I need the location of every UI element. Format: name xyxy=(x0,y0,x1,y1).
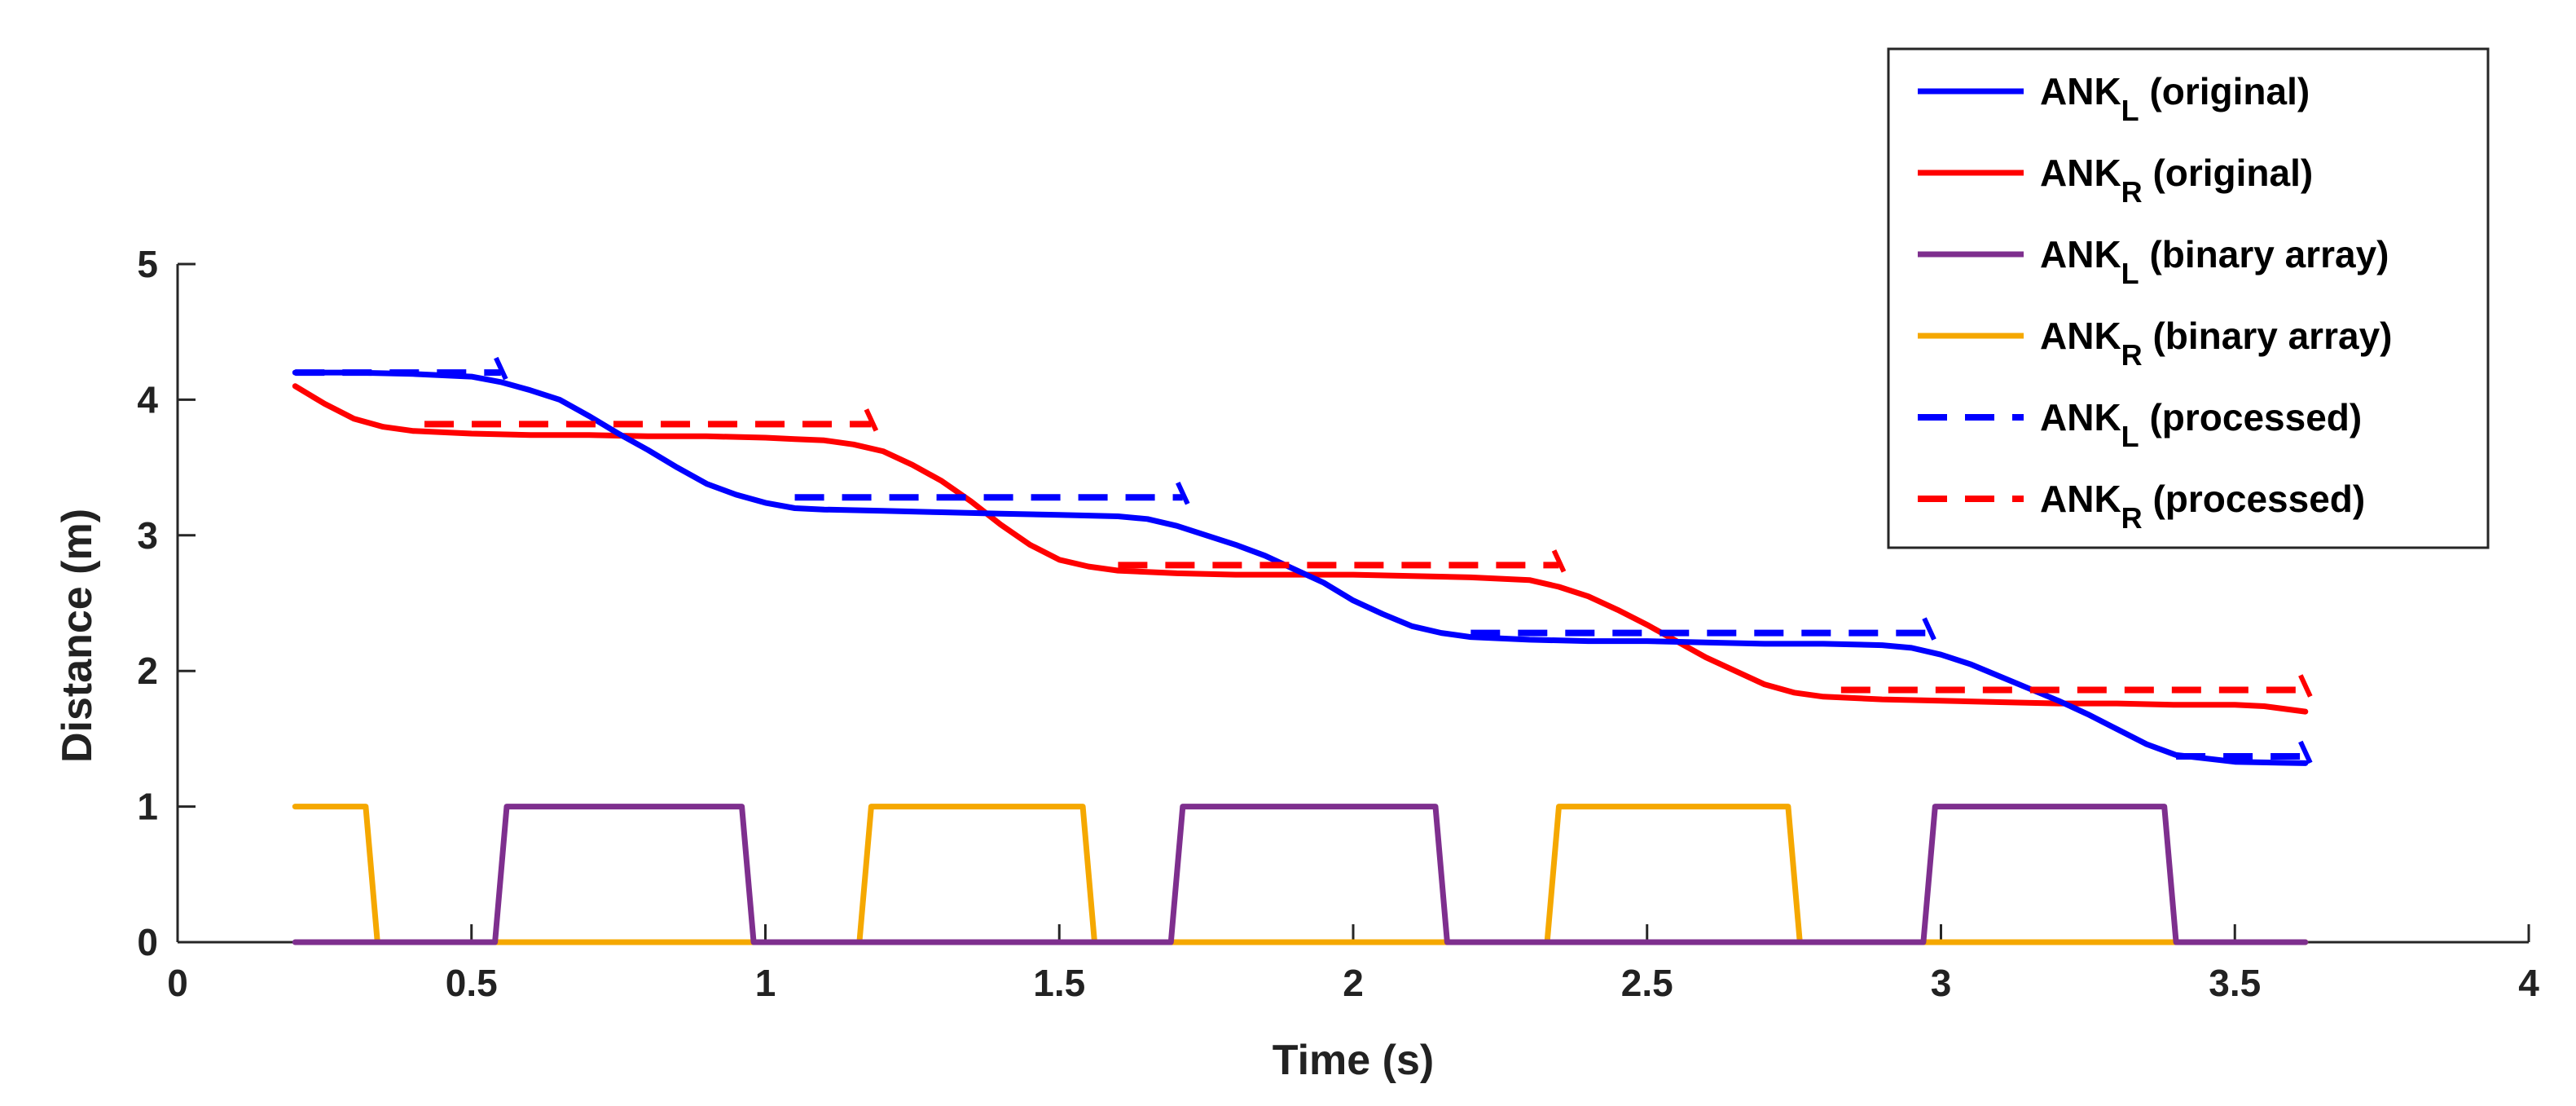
x-tick-label: 4 xyxy=(2518,962,2539,1004)
processed-segment-end xyxy=(2298,740,2313,765)
y-tick-label: 4 xyxy=(137,378,158,421)
legend-label-3: ANKR (binary array) xyxy=(2040,315,2392,372)
x-tick-label: 2 xyxy=(1343,962,1364,1004)
x-tick-label: 0.5 xyxy=(446,962,498,1004)
x-tick-label: 1 xyxy=(755,962,776,1004)
series-5 xyxy=(424,408,2313,698)
series-1 xyxy=(292,383,2309,715)
series-line xyxy=(292,804,2309,945)
x-tick-label: 2.5 xyxy=(1621,962,1673,1004)
processed-segment-end xyxy=(494,356,508,381)
y-axis-title: Distance (m) xyxy=(54,509,101,763)
x-tick-label: 0 xyxy=(167,962,188,1004)
x-tick-label: 1.5 xyxy=(1033,962,1085,1004)
plot-area xyxy=(292,356,2313,945)
processed-segment-end xyxy=(864,408,879,432)
legend: ANKL (original) ANKR (original) ANKL (bina… xyxy=(1887,47,2490,549)
processed-segment-end xyxy=(1551,549,1567,573)
y-tick-label: 2 xyxy=(137,650,158,692)
legend-label-5: ANKR (processed) xyxy=(2040,478,2365,535)
x-tick-label: 3.5 xyxy=(2209,962,2261,1004)
legend-box xyxy=(1887,47,2490,549)
series-line xyxy=(292,383,2309,715)
processed-segment-end xyxy=(1176,481,1190,505)
series-2 xyxy=(292,804,2309,945)
processed-segment-end xyxy=(2298,674,2313,698)
series-4 xyxy=(295,356,2313,765)
series-line xyxy=(292,804,2309,945)
axis-labels: Time (s) Distance (m) xyxy=(54,509,1434,1084)
legend-label-2: ANKL (binary array) xyxy=(2040,233,2389,290)
y-tick-label: 5 xyxy=(137,243,158,285)
legend-label-0: ANKL (original) xyxy=(2040,70,2310,127)
y-tick-label: 0 xyxy=(137,921,158,963)
series-3 xyxy=(292,804,2309,945)
x-axis-title: Time (s) xyxy=(1273,1037,1434,1084)
y-tick-label: 1 xyxy=(137,786,158,828)
legend-label-4: ANKL (processed) xyxy=(2040,396,2362,453)
processed-segment-end xyxy=(1922,617,1936,641)
x-tick-label: 3 xyxy=(1931,962,1952,1004)
y-tick-label: 3 xyxy=(137,514,158,557)
legend-label-1: ANKR (original) xyxy=(2040,152,2313,209)
